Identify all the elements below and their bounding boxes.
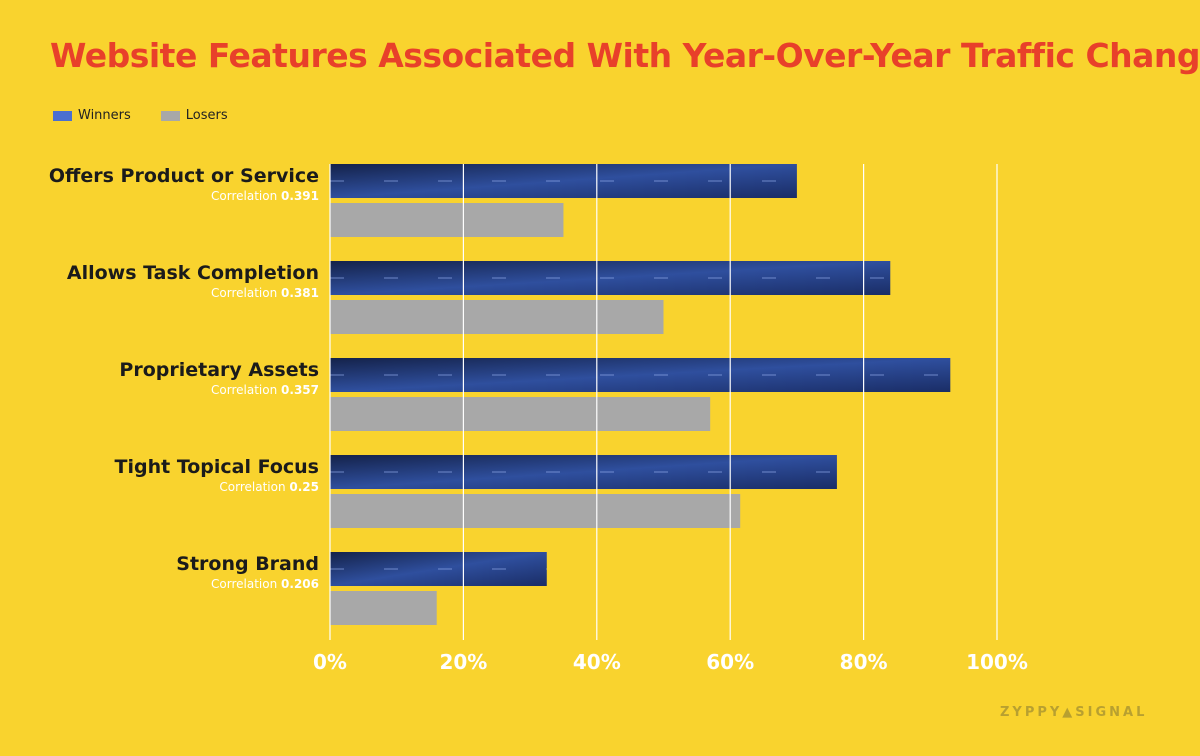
correlation-value: 0.25: [289, 480, 319, 494]
x-tick-label: 40%: [572, 650, 621, 674]
correlation-value: 0.206: [281, 577, 319, 591]
bar-losers: [330, 591, 437, 625]
category-label: Proprietary Assets Correlation 0.357: [119, 359, 319, 397]
bar-winners: [330, 358, 951, 392]
correlation: Correlation 0.391: [49, 189, 319, 203]
x-tick-label: 60%: [706, 650, 755, 674]
legend-label: Winners: [78, 108, 131, 123]
bar-winners: [330, 164, 797, 198]
category-name: Allows Task Completion: [66, 262, 319, 284]
x-tick-label: 0%: [313, 650, 347, 674]
category-name: Strong Brand: [176, 553, 319, 575]
correlation: Correlation 0.25: [115, 480, 319, 494]
legend: Winners Losers: [53, 108, 228, 123]
bar-losers: [330, 300, 664, 334]
correlation-label: Correlation: [211, 189, 278, 203]
x-tick-label: 20%: [439, 650, 488, 674]
correlation-value: 0.391: [281, 189, 319, 203]
category-name: Tight Topical Focus: [114, 456, 319, 478]
x-tick-label: 100%: [966, 650, 1028, 674]
bar-losers: [330, 203, 564, 237]
bar-losers: [330, 494, 741, 528]
correlation-label: Correlation: [211, 577, 278, 591]
correlation-label: Correlation: [211, 383, 278, 397]
category-name: Offers Product or Service: [48, 165, 319, 187]
legend-losers: Losers: [160, 108, 228, 123]
correlation-label: Correlation: [219, 480, 286, 494]
category-label: Allows Task Completion Correlation 0.381: [67, 262, 319, 300]
category-label: Strong Brand Correlation 0.206: [176, 553, 319, 591]
bar-winners: [330, 455, 837, 489]
legend-swatch: [53, 110, 72, 121]
chart-title: Website Features Associated With Year-Ov…: [50, 36, 1200, 75]
correlation-label: Correlation: [211, 286, 278, 300]
correlation-value: 0.381: [281, 286, 319, 300]
legend-winners: Winners: [53, 108, 131, 123]
correlation: Correlation 0.381: [67, 286, 319, 300]
category-name: Proprietary Assets: [119, 359, 319, 381]
correlation-value: 0.357: [281, 383, 319, 397]
bar-losers: [330, 397, 711, 431]
x-tick-label: 80%: [839, 650, 888, 674]
category-label: Offers Product or Service Correlation 0.3…: [49, 165, 319, 203]
correlation: Correlation 0.206: [176, 577, 319, 591]
legend-label: Losers: [185, 108, 228, 123]
category-label: Tight Topical Focus Correlation 0.25: [115, 456, 319, 494]
legend-swatch: [160, 110, 180, 121]
zyppy-signal-logo: ZYPPY▲SIGNAL: [1000, 705, 1148, 720]
correlation: Correlation 0.357: [119, 383, 319, 397]
